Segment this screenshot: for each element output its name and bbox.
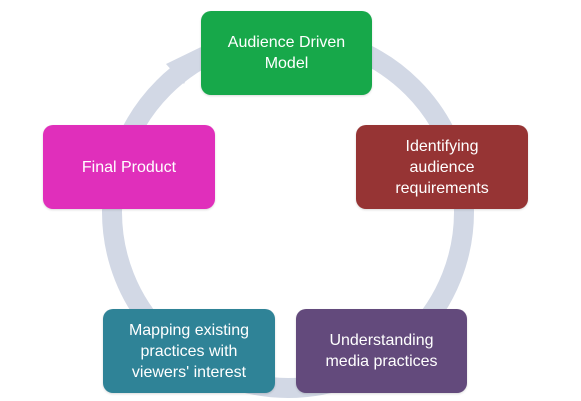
cycle-node-final-product: Final Product xyxy=(43,125,215,209)
cycle-node-audience-driven-model: Audience Driven Model xyxy=(201,11,372,95)
cycle-arrowhead-icon xyxy=(166,47,201,84)
cycle-node-identifying-requirements: Identifying audience requirements xyxy=(356,125,528,209)
cycle-node-mapping-practices: Mapping existing practices with viewers'… xyxy=(103,309,275,393)
cycle-node-understanding-media-practices: Understanding media practices xyxy=(296,309,467,393)
